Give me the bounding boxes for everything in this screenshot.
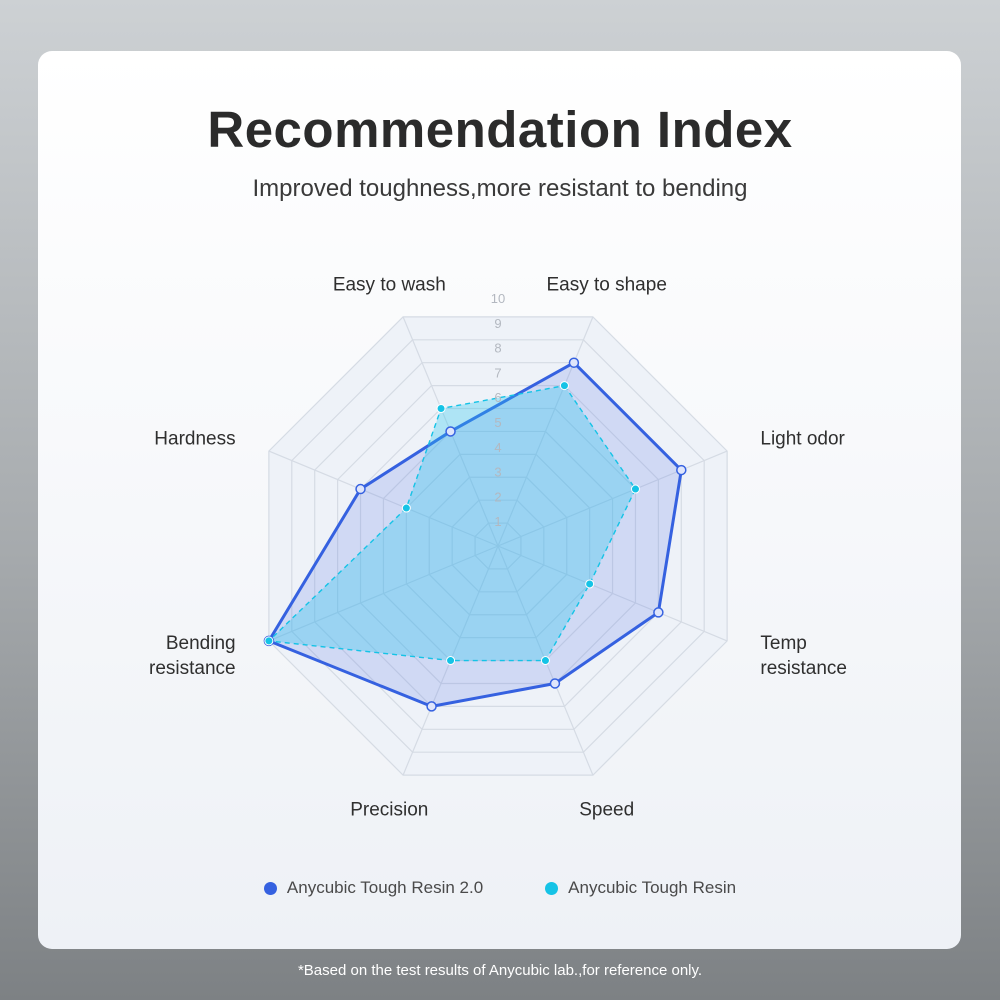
series-1-point-1 <box>568 357 580 368</box>
grid-spoke-2 <box>497 450 728 547</box>
tick-label-4: 4 <box>494 440 501 455</box>
footnote: *Based on the test results of Anycubic l… <box>297 962 703 979</box>
axis-label-2: Light odor <box>760 428 845 449</box>
tick-label-6: 6 <box>494 390 501 405</box>
series-2-point-2 <box>630 484 640 494</box>
axis-label-5: Precision <box>350 799 428 820</box>
legend-item-tough-resin-2: Anycubic Tough Resin 2.0 <box>263 878 484 898</box>
grid-spoke-1 <box>497 316 594 547</box>
grid-spoke-3 <box>497 545 728 642</box>
legend-label-tough-resin-2: Anycubic Tough Resin 2.0 <box>286 878 484 897</box>
series-2-point-8 <box>436 404 446 414</box>
grid-spoke-6 <box>268 545 499 642</box>
tick-label-3: 3 <box>494 465 501 480</box>
series-2-point-6 <box>264 636 274 646</box>
axis-label-6-line-2: resistance <box>149 658 236 679</box>
axis-label-3-line-2: resistance <box>760 658 847 679</box>
axis-label-7: Hardness <box>154 428 235 449</box>
series-1-point-4 <box>549 678 561 689</box>
series-2-point-7 <box>401 503 411 513</box>
chart-title: Recommendation Index <box>207 101 793 158</box>
series-1-point-7 <box>355 483 366 495</box>
series-2-point-5 <box>446 656 456 666</box>
tick-label-9: 9 <box>494 316 501 331</box>
axis-label-4: Speed <box>579 799 634 820</box>
series-2-point-4 <box>540 656 550 666</box>
tick-label-5: 5 <box>494 415 501 430</box>
series-1-point-8 <box>445 426 456 437</box>
legend-label-tough-resin: Anycubic Tough Resin <box>568 878 737 897</box>
series-1-point-2 <box>676 464 687 476</box>
tick-label-2: 2 <box>494 489 501 504</box>
axis-label-8: Easy to wash <box>333 275 446 296</box>
tick-label-10: 10 <box>491 291 505 306</box>
grid-spoke-7 <box>268 450 499 547</box>
chart-subtitle: Improved toughness,more resistant to ben… <box>252 175 748 202</box>
series-2-point-1 <box>559 381 569 391</box>
series-2-point-3 <box>585 579 595 589</box>
tick-label-8: 8 <box>494 341 501 356</box>
legend-swatch-tough-resin <box>545 881 559 895</box>
axis-label-6-line-1: Bending <box>166 633 236 654</box>
legend-item-tough-resin: Anycubic Tough Resin <box>545 878 736 898</box>
series-1-point-3 <box>653 607 664 618</box>
legend: Anycubic Tough Resin 2.0 Anycubic Tough … <box>0 878 1000 898</box>
axis-label-1: Easy to shape <box>546 275 666 296</box>
legend-swatch-tough-resin-2 <box>263 881 277 895</box>
axis-label-3-line-1: Temp <box>760 633 806 654</box>
series-1-point-5 <box>426 701 437 712</box>
tick-label-7: 7 <box>494 365 501 380</box>
tick-label-1: 1 <box>494 514 501 529</box>
